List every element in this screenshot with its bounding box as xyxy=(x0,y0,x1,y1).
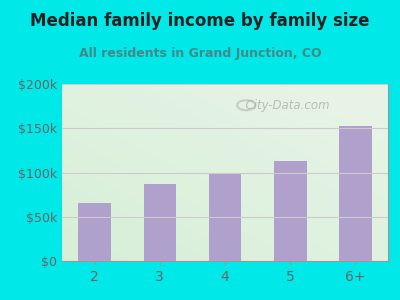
Bar xyxy=(192,84,258,261)
Bar xyxy=(339,127,372,261)
Bar xyxy=(209,172,241,261)
Text: City-Data.com: City-Data.com xyxy=(238,99,330,112)
Bar xyxy=(274,161,306,261)
Bar xyxy=(127,84,192,261)
Bar xyxy=(144,184,176,261)
Bar xyxy=(323,84,388,261)
Bar xyxy=(258,84,323,261)
Bar xyxy=(78,203,111,261)
Bar xyxy=(62,84,127,261)
Text: All residents in Grand Junction, CO: All residents in Grand Junction, CO xyxy=(79,46,321,59)
Text: Median family income by family size: Median family income by family size xyxy=(30,12,370,30)
